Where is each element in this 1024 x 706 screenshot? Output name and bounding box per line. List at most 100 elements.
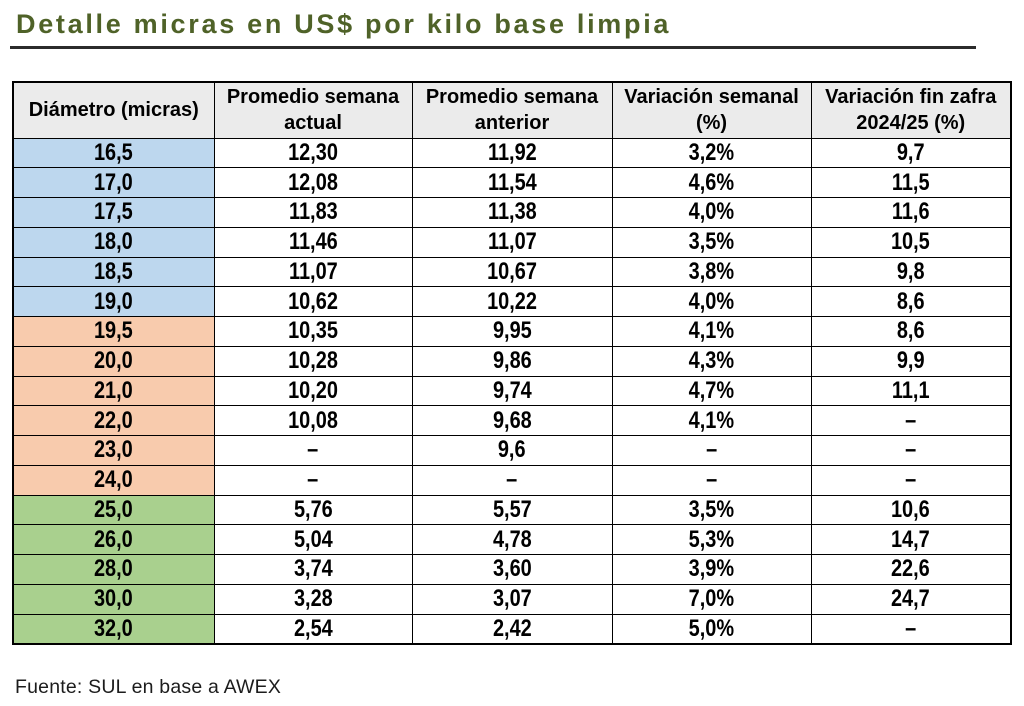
cell-variacion-semanal: 4,0% (611, 197, 812, 228)
cell-variacion-fin-zafra: 8,6 (810, 286, 1012, 317)
cell-variacion-semanal: 4,7% (611, 375, 812, 407)
cell-promedio-anterior: 5,57 (411, 494, 613, 526)
cell-promedio-anterior: 11,07 (411, 226, 613, 258)
cell-variacion-semanal: 7,0% (611, 583, 812, 615)
cell-variacion-fin-zafra: 11,1 (810, 375, 1012, 407)
cell-variacion-fin-zafra: 11,5 (810, 167, 1012, 198)
cell-promedio-anterior: 3,60 (411, 554, 613, 585)
cell-variacion-semanal: 3,2% (611, 137, 812, 169)
cell-diametro: 20,0 (12, 345, 215, 377)
table-row: 28,0 3,74 3,60 3,9% 22,6 (12, 554, 1012, 585)
cell-promedio-actual: – (213, 464, 413, 496)
cell-promedio-anterior: 9,6 (411, 435, 613, 466)
cell-variacion-fin-zafra: – (810, 435, 1012, 466)
cell-diametro: 21,0 (12, 375, 215, 407)
header-diametro: Diámetro (micras) (12, 81, 215, 139)
cell-diametro: 18,5 (12, 256, 215, 288)
cell-promedio-actual: 10,62 (213, 286, 413, 317)
cell-promedio-anterior: 9,74 (411, 375, 613, 407)
cell-diametro: 17,5 (12, 197, 215, 228)
cell-promedio-anterior: 10,22 (411, 286, 613, 317)
cell-variacion-semanal: – (611, 464, 812, 496)
table-row: 26,0 5,04 4,78 5,3% 14,7 (12, 524, 1012, 555)
cell-variacion-fin-zafra: 10,6 (810, 494, 1012, 526)
cell-promedio-anterior: 11,92 (411, 137, 613, 169)
cell-diametro: 32,0 (12, 613, 215, 645)
cell-promedio-actual: 10,35 (213, 316, 413, 347)
table-row: 17,5 11,83 11,38 4,0% 11,6 (12, 197, 1012, 228)
cell-promedio-actual: 3,28 (213, 583, 413, 615)
table-row: 25,0 5,76 5,57 3,5% 10,6 (12, 494, 1012, 526)
cell-variacion-semanal: 5,0% (611, 613, 812, 645)
cell-variacion-semanal: 4,3% (611, 345, 812, 377)
cell-promedio-actual: 11,83 (213, 197, 413, 228)
table-row: 23,0 – 9,6 – – (12, 435, 1012, 466)
cell-variacion-fin-zafra: 24,7 (810, 583, 1012, 615)
cell-variacion-fin-zafra: 8,6 (810, 316, 1012, 347)
cell-variacion-semanal: 4,1% (611, 316, 812, 347)
table-row: 30,0 3,28 3,07 7,0% 24,7 (12, 583, 1012, 615)
cell-variacion-fin-zafra: 11,6 (810, 197, 1012, 228)
cell-promedio-actual: 5,76 (213, 494, 413, 526)
cell-diametro: 19,5 (12, 316, 215, 347)
cell-promedio-actual: 3,74 (213, 554, 413, 585)
source-note: Fuente: SUL en base a AWEX (15, 676, 282, 698)
cell-diametro: 23,0 (12, 435, 215, 466)
cell-variacion-fin-zafra: 10,5 (810, 226, 1012, 258)
cell-diametro: 22,0 (12, 405, 215, 436)
cell-diametro: 16,5 (12, 137, 215, 169)
cell-variacion-fin-zafra: 9,9 (810, 345, 1012, 377)
cell-diametro: 18,0 (12, 226, 215, 258)
cell-diametro: 24,0 (12, 464, 215, 496)
header-variacion-semanal: Variación semanal (%) (611, 81, 812, 139)
cell-promedio-anterior: 9,95 (411, 316, 613, 347)
cell-promedio-anterior: 11,38 (411, 197, 613, 228)
cell-variacion-semanal: 4,1% (611, 405, 812, 436)
table-row: 21,0 10,20 9,74 4,7% 11,1 (12, 375, 1012, 407)
cell-promedio-actual: 10,20 (213, 375, 413, 407)
cell-variacion-semanal: 4,6% (611, 167, 812, 198)
cell-promedio-actual: 5,04 (213, 524, 413, 555)
table-row: 20,0 10,28 9,86 4,3% 9,9 (12, 345, 1012, 377)
cell-promedio-anterior: 10,67 (411, 256, 613, 288)
cell-variacion-semanal: 4,0% (611, 286, 812, 317)
cell-promedio-actual: 10,08 (213, 405, 413, 436)
cell-variacion-semanal: 3,5% (611, 494, 812, 526)
cell-variacion-fin-zafra: – (810, 405, 1012, 436)
cell-promedio-actual: 11,07 (213, 256, 413, 288)
cell-promedio-actual: 11,46 (213, 226, 413, 258)
cell-promedio-actual: – (213, 435, 413, 466)
title-underline-rule (10, 46, 976, 49)
table-row: 18,0 11,46 11,07 3,5% 10,5 (12, 226, 1012, 258)
table-row: 17,0 12,08 11,54 4,6% 11,5 (12, 167, 1012, 198)
page-title: Detalle micras en US$ por kilo base limp… (16, 9, 672, 39)
header-variacion-fin-zafra: Variación fin zafra 2024/25 (%) (810, 81, 1012, 139)
cell-promedio-anterior: 3,07 (411, 583, 613, 615)
table-row: 22,0 10,08 9,68 4,1% – (12, 405, 1012, 436)
cell-promedio-actual: 12,08 (213, 167, 413, 198)
cell-diametro: 19,0 (12, 286, 215, 317)
cell-variacion-semanal: 5,3% (611, 524, 812, 555)
cell-variacion-fin-zafra: – (810, 613, 1012, 645)
cell-promedio-actual: 10,28 (213, 345, 413, 377)
cell-variacion-fin-zafra: 22,6 (810, 554, 1012, 585)
cell-variacion-fin-zafra: 9,8 (810, 256, 1012, 288)
cell-promedio-anterior: 4,78 (411, 524, 613, 555)
table-row: 19,5 10,35 9,95 4,1% 8,6 (12, 316, 1012, 347)
table-header-row: Diámetro (micras) Promedio semana actual… (12, 81, 1012, 139)
cell-variacion-fin-zafra: – (810, 464, 1012, 496)
table-row: 32,0 2,54 2,42 5,0% – (12, 613, 1012, 645)
cell-variacion-semanal: 3,8% (611, 256, 812, 288)
cell-promedio-anterior: 2,42 (411, 613, 613, 645)
cell-promedio-anterior: 11,54 (411, 167, 613, 198)
cell-variacion-semanal: – (611, 435, 812, 466)
table-row: 19,0 10,62 10,22 4,0% 8,6 (12, 286, 1012, 317)
cell-promedio-anterior: – (411, 464, 613, 496)
header-promedio-actual: Promedio semana actual (213, 81, 413, 139)
table-header: Diámetro (micras) Promedio semana actual… (12, 81, 1012, 139)
cell-variacion-semanal: 3,9% (611, 554, 812, 585)
cell-variacion-fin-zafra: 9,7 (810, 137, 1012, 169)
cell-variacion-semanal: 3,5% (611, 226, 812, 258)
cell-variacion-fin-zafra: 14,7 (810, 524, 1012, 555)
cell-diametro: 25,0 (12, 494, 215, 526)
